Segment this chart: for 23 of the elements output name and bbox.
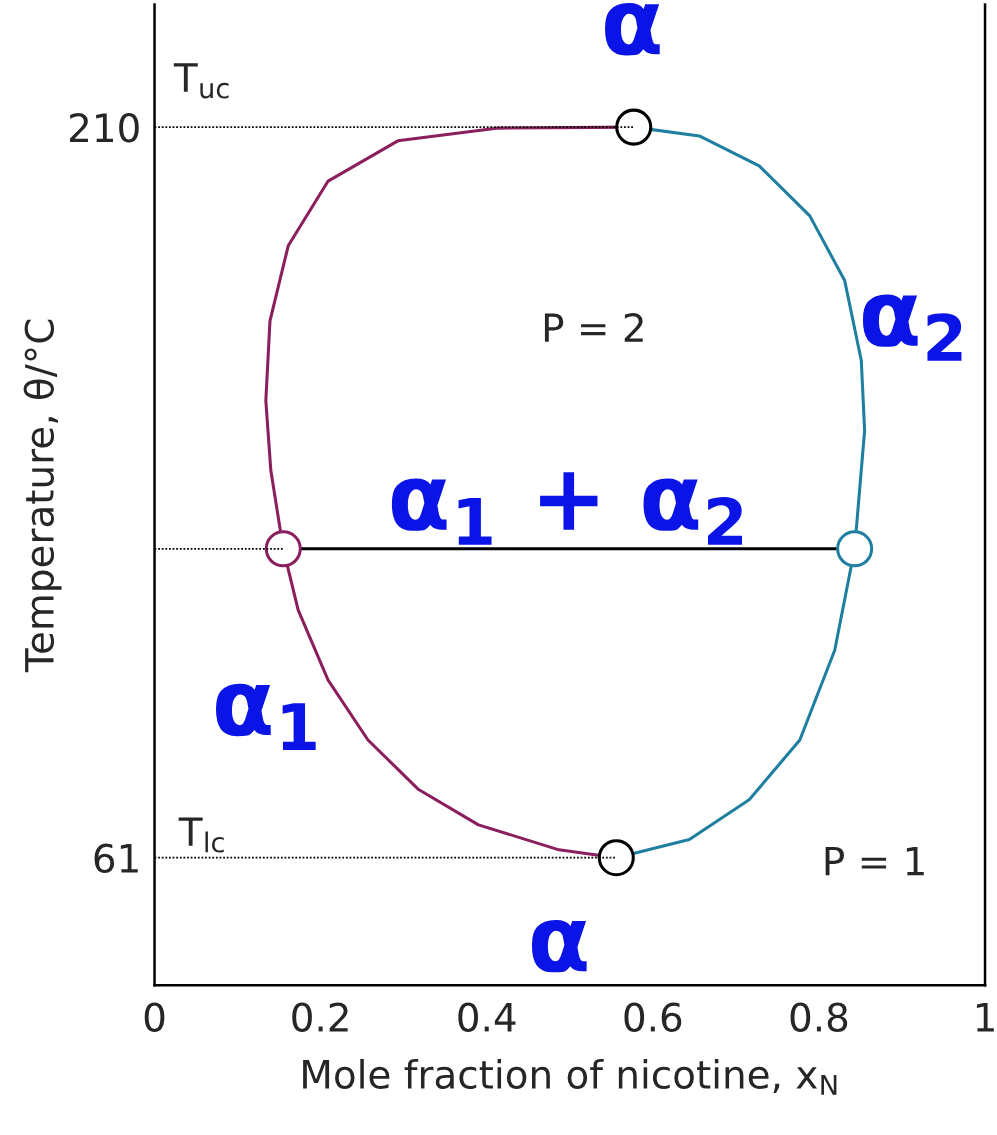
point [264, 530, 302, 568]
x-tick-label: 0.6 [624, 1002, 682, 1032]
annotation: P = 1 [825, 846, 924, 876]
y-axis-title: Temperature, θ/°C [23, 319, 62, 673]
annotation: T$_{uc}$ [173, 63, 229, 99]
point [597, 839, 635, 877]
x-tick-label: 0.8 [790, 1002, 848, 1032]
x-axis-title: Mole fraction of nicotine, x$_{N}$ [303, 1058, 837, 1095]
x-tick-label: 0 [144, 1002, 165, 1032]
annotation: α [531, 920, 587, 973]
x-tick-label: 1 [976, 1003, 994, 1032]
annotation: P = 2 [544, 312, 643, 342]
y-tick-label: 210 [69, 113, 139, 143]
point [615, 108, 653, 146]
annotation: α$_{1}$ [215, 683, 316, 751]
annotation: T$_{lc}$ [178, 817, 224, 853]
annotation: α$_{1}$ + α$_{2}$ [391, 472, 743, 545]
x-tick-label: 0.4 [458, 1002, 516, 1032]
annotation: α [605, 3, 660, 56]
point [836, 530, 874, 568]
x-tick-label: 0.2 [292, 1002, 348, 1032]
y-tick-label: 61 [94, 843, 138, 874]
annotation: α$_{2}$ [862, 294, 962, 361]
